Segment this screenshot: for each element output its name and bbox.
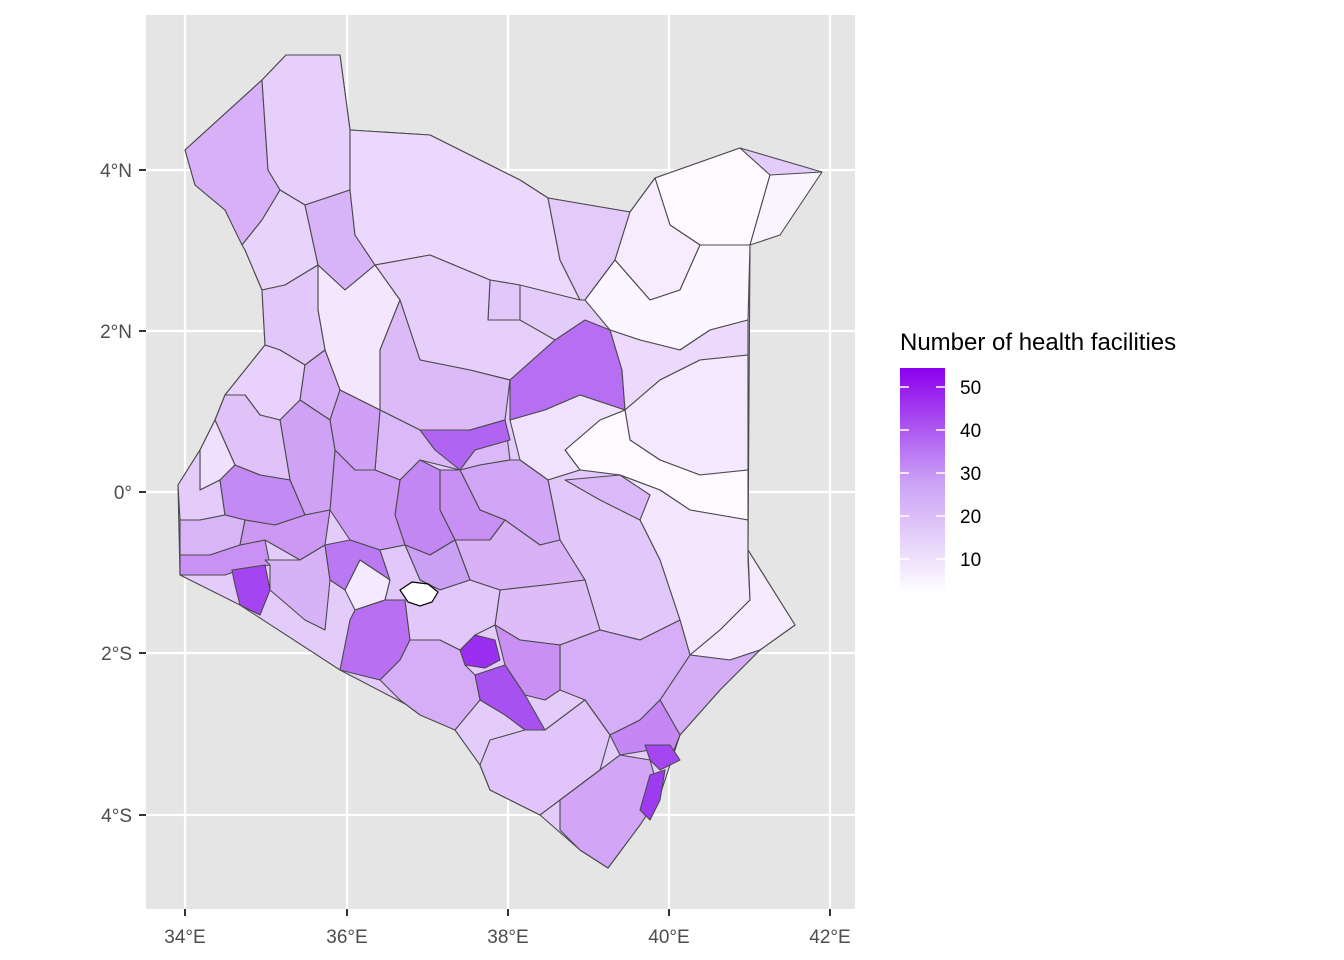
x-tick-label-42: 42°E bbox=[809, 927, 850, 948]
x-tick-label-38: 38°E bbox=[487, 927, 528, 948]
region-bomet bbox=[264, 544, 331, 631]
x-tick-label-40: 40°E bbox=[648, 927, 689, 948]
region-nakuru bbox=[329, 449, 406, 551]
legend-title: Number of health facilities bbox=[900, 329, 1176, 356]
legend-ticks bbox=[900, 386, 945, 560]
legend-label-30: 30 bbox=[960, 464, 981, 485]
region-mandera-east bbox=[749, 171, 823, 246]
region-migori bbox=[231, 564, 271, 616]
x-axis: 34°E 36°E 38°E 40°E 42°E bbox=[164, 909, 851, 948]
region-kitui-south bbox=[559, 619, 691, 736]
region-malindi bbox=[644, 744, 681, 771]
y-tick-label-0: 0° bbox=[114, 483, 132, 504]
region-nairobi bbox=[399, 581, 439, 607]
map-regions bbox=[177, 54, 823, 869]
y-tick-label-4n: 4°N bbox=[100, 161, 132, 182]
y-tick-label-2n: 2°N bbox=[100, 322, 132, 343]
y-tick-label-4s: 4°S bbox=[101, 806, 132, 827]
region-saku bbox=[487, 279, 521, 321]
region-laikipia-north bbox=[419, 419, 511, 471]
region-ijara bbox=[564, 474, 651, 521]
legend-label-10: 10 bbox=[960, 550, 981, 571]
region-mombasa bbox=[639, 769, 666, 821]
legend-colorbar bbox=[900, 368, 945, 594]
region-turkana-central bbox=[261, 54, 351, 206]
y-axis: 4°N 2°N 0° 2°S 4°S bbox=[100, 161, 146, 827]
x-tick-label-34: 34°E bbox=[164, 927, 205, 948]
legend-label-50: 50 bbox=[960, 378, 981, 399]
legend-label-40: 40 bbox=[960, 421, 981, 442]
region-kajiado-west bbox=[379, 639, 481, 731]
legend: Number of health facilities 50 40 30 20 … bbox=[900, 329, 1176, 594]
x-tick-label-36: 36°E bbox=[326, 927, 367, 948]
y-tick-label-2s: 2°S bbox=[101, 644, 132, 665]
legend-label-20: 20 bbox=[960, 507, 981, 528]
